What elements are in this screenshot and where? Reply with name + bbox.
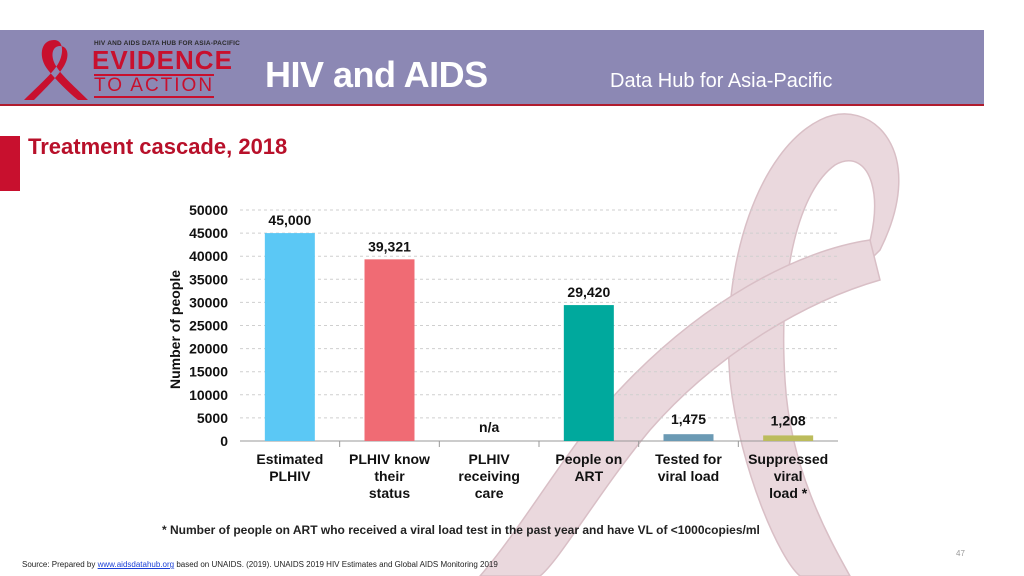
category-label: care: [475, 485, 504, 501]
category-label: ART: [574, 468, 603, 484]
bar: [763, 435, 814, 441]
category-label: viral: [774, 468, 803, 484]
logo-tagline: HIV AND AIDS DATA HUB FOR ASIA-PACIFIC: [94, 40, 241, 47]
header-divider: [0, 104, 984, 106]
data-label: 1,475: [671, 411, 706, 427]
bar: [663, 434, 714, 441]
y-tick-label: 45000: [189, 225, 228, 241]
y-axis-title: Number of people: [167, 270, 183, 389]
header-title: HIV and AIDS: [265, 54, 488, 95]
bar: [563, 305, 614, 441]
header-band: [0, 30, 984, 104]
y-tick-label: 35000: [189, 271, 228, 287]
header-subtitle: Data Hub for Asia-Pacific: [610, 70, 833, 92]
bar: [364, 259, 415, 441]
category-label: PLHIV: [269, 468, 311, 484]
category-label: status: [369, 485, 410, 501]
y-tick-label: 30000: [189, 294, 228, 310]
data-label: 39,321: [368, 238, 411, 254]
chart-footnote: * Number of people on ART who received a…: [162, 523, 760, 537]
page-number: 47: [956, 549, 965, 558]
category-label: People on: [555, 451, 622, 467]
y-tick-label: 20000: [189, 341, 228, 357]
y-tick-label: 15000: [189, 364, 228, 380]
category-label: PLHIV: [469, 451, 511, 467]
source-note: Source: Prepared by www.aidsdatahub.org …: [22, 560, 498, 569]
logo-word-evidence: EVIDENCE: [92, 45, 233, 75]
category-label: load *: [769, 485, 808, 501]
data-label: 29,420: [567, 284, 610, 300]
title-accent-bar: [0, 136, 20, 191]
data-label: 1,208: [771, 412, 806, 428]
data-label: 45,000: [268, 212, 311, 228]
slide-title: Treatment cascade, 2018: [28, 134, 288, 159]
source-suffix: based on UNAIDS. (2019). UNAIDS 2019 HIV…: [174, 560, 498, 569]
category-label: Tested for: [655, 451, 722, 467]
category-label: viral load: [658, 468, 719, 484]
category-label: their: [374, 468, 405, 484]
evidence-to-action-logo: HIV AND AIDS DATA HUB FOR ASIA-PACIFIC E…: [18, 34, 244, 102]
bar: [264, 233, 315, 441]
source-link[interactable]: www.aidsdatahub.org: [97, 560, 175, 569]
y-tick-label: 0: [220, 433, 228, 449]
y-tick-label: 25000: [189, 318, 228, 334]
logo-word-to-action: TO ACTION: [94, 74, 215, 98]
category-label: receiving: [458, 468, 519, 484]
y-tick-label: 40000: [189, 248, 228, 264]
source-prefix: Source: Prepared by: [22, 560, 98, 569]
category-label: PLHIV know: [349, 451, 430, 467]
y-tick-label: 5000: [197, 410, 228, 426]
y-tick-label: 50000: [189, 202, 228, 218]
category-label: Estimated: [256, 451, 323, 467]
category-label: Suppressed: [748, 451, 828, 467]
data-label: n/a: [479, 419, 499, 435]
y-tick-label: 10000: [189, 387, 228, 403]
red-ribbon-icon: [24, 40, 88, 100]
